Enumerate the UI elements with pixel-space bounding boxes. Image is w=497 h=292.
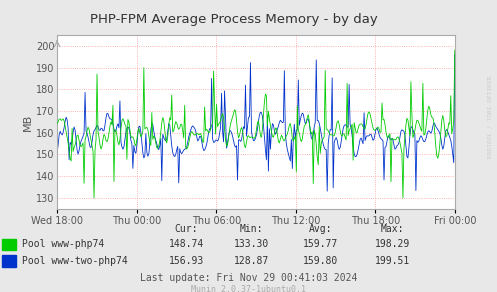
Text: 156.93: 156.93 [169,256,204,266]
Text: 199.51: 199.51 [375,256,410,266]
Text: 198.29: 198.29 [375,239,410,249]
Text: 159.77: 159.77 [303,239,338,249]
Text: Pool www-php74: Pool www-php74 [22,239,104,249]
Text: 148.74: 148.74 [169,239,204,249]
Text: 128.87: 128.87 [234,256,268,266]
Text: RRDTOOL / TOBI OETIKER: RRDTOOL / TOBI OETIKER [487,76,492,158]
Text: Munin 2.0.37-1ubuntu0.1: Munin 2.0.37-1ubuntu0.1 [191,285,306,292]
Text: Pool www-two-php74: Pool www-two-php74 [22,256,128,266]
Text: Max:: Max: [381,224,405,234]
Text: Min:: Min: [239,224,263,234]
Text: Cur:: Cur: [174,224,198,234]
Text: Last update: Fri Nov 29 00:41:03 2024: Last update: Fri Nov 29 00:41:03 2024 [140,273,357,283]
Text: 133.30: 133.30 [234,239,268,249]
Text: PHP-FPM Average Process Memory - by day: PHP-FPM Average Process Memory - by day [90,13,377,26]
Text: 159.80: 159.80 [303,256,338,266]
Y-axis label: MB: MB [23,113,33,131]
Text: Avg:: Avg: [309,224,332,234]
